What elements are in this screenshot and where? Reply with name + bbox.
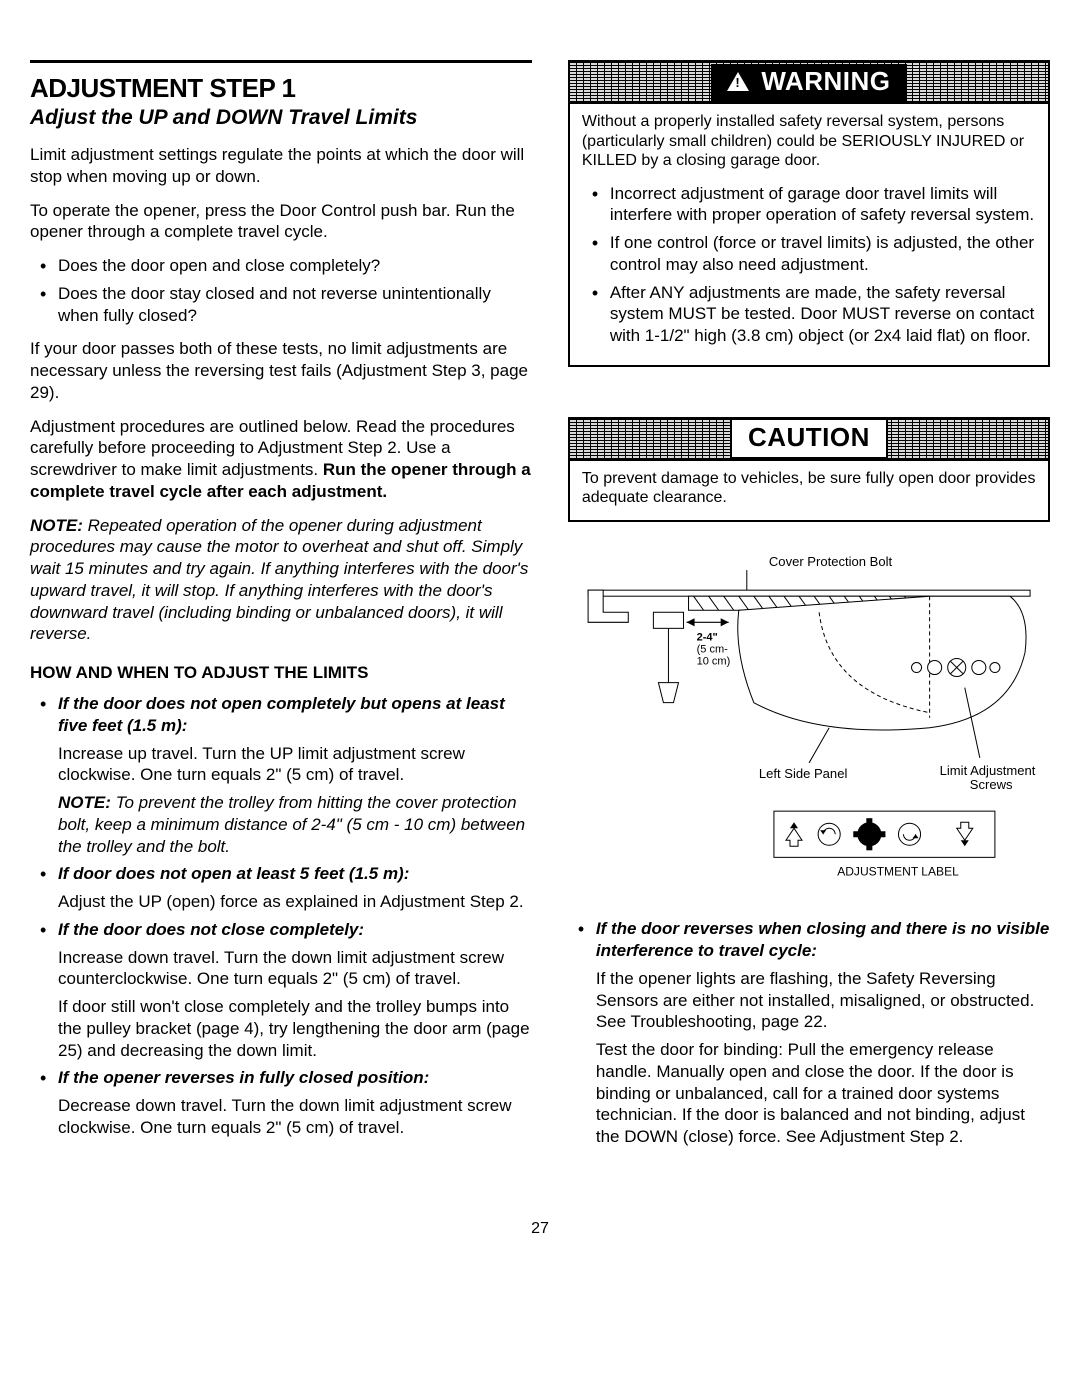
warning-item-2: If one control (force or travel limits) … xyxy=(600,232,1036,276)
caution-label: CAUTION xyxy=(748,422,870,453)
limit-5-p1: If the opener lights are flashing, the S… xyxy=(596,968,1050,1033)
diag-adj-label: ADJUSTMENT LABEL xyxy=(837,864,959,878)
page-number: 27 xyxy=(30,1220,1050,1238)
intro-para-2: To operate the opener, press the Door Co… xyxy=(30,200,532,244)
limit-1-note: NOTE: To prevent the trolley from hittin… xyxy=(58,792,532,857)
limit-4-p: Decrease down travel. Turn the down limi… xyxy=(58,1095,532,1139)
warning-banner: WARNING xyxy=(711,64,906,101)
note-label: NOTE: xyxy=(30,516,83,535)
page: ADJUSTMENT STEP 1 Adjust the UP and DOWN… xyxy=(30,60,1050,1160)
caution-box: CAUTION To prevent damage to vehicles, b… xyxy=(568,417,1050,522)
limit-2-p: Adjust the UP (open) force as explained … xyxy=(58,891,532,913)
diagram: Cover Protection Bolt xyxy=(568,552,1050,888)
warning-item-1: Incorrect adjustment of garage door trav… xyxy=(600,183,1036,227)
diag-limit-screws-label-2: Screws xyxy=(970,777,1013,792)
svg-text:2-4": 2-4" xyxy=(696,631,717,643)
limit-5-p2: Test the door for binding: Pull the emer… xyxy=(596,1039,1050,1148)
step-subtitle: Adjust the UP and DOWN Travel Limits xyxy=(30,106,532,130)
caution-banner: CAUTION xyxy=(730,418,888,459)
how-when-heading: HOW AND WHEN TO ADJUST THE LIMITS xyxy=(30,663,532,683)
limit-1-head: If the door does not open completely but… xyxy=(58,694,505,735)
warning-icon xyxy=(727,72,749,91)
caution-para: To prevent damage to vehicles, be sure f… xyxy=(582,469,1036,508)
right-column: WARNING Without a properly installed saf… xyxy=(568,60,1050,1160)
warning-label: WARNING xyxy=(761,66,890,97)
caution-header: CAUTION xyxy=(570,419,1048,461)
limit-4-head: If the opener reverses in fully closed p… xyxy=(58,1068,429,1087)
question-list: Does the door open and close completely?… xyxy=(30,255,532,326)
question-1: Does the door open and close completely? xyxy=(48,255,532,277)
limit-item-1: If the door does not open completely but… xyxy=(48,693,532,857)
diag-cover-bolt-label: Cover Protection Bolt xyxy=(769,554,893,569)
step-title: ADJUSTMENT STEP 1 xyxy=(30,73,532,104)
limit-item-4: If the opener reverses in fully closed p… xyxy=(48,1067,532,1138)
limits-list-right: If the door reverses when closing and th… xyxy=(568,918,1050,1148)
top-rule-left xyxy=(30,60,532,63)
opener-diagram-svg: Cover Protection Bolt xyxy=(568,552,1050,883)
limits-list: If the door does not open completely but… xyxy=(30,693,532,1139)
warning-header: WARNING xyxy=(570,62,1048,104)
warning-list: Incorrect adjustment of garage door trav… xyxy=(582,183,1036,347)
limit-3-p2: If door still won't close completely and… xyxy=(58,996,532,1061)
warning-body: Without a properly installed safety reve… xyxy=(570,104,1048,365)
svg-text:10 cm): 10 cm) xyxy=(696,655,730,667)
limit-item-5: If the door reverses when closing and th… xyxy=(586,918,1050,1148)
warning-para: Without a properly installed safety reve… xyxy=(582,112,1036,171)
warning-item-3: After ANY adjustments are made, the safe… xyxy=(600,282,1036,347)
diag-limit-screws-label-1: Limit Adjustment xyxy=(940,763,1036,778)
warning-box: WARNING Without a properly installed saf… xyxy=(568,60,1050,367)
limit-2-head: If door does not open at least 5 feet (1… xyxy=(58,864,409,883)
svg-text:(5 cm-: (5 cm- xyxy=(696,643,728,655)
limit-1-note-text: To prevent the trolley from hitting the … xyxy=(58,793,525,856)
limit-item-2: If door does not open at least 5 feet (1… xyxy=(48,863,532,913)
caution-body: To prevent damage to vehicles, be sure f… xyxy=(570,461,1048,520)
limit-item-3: If the door does not close completely: I… xyxy=(48,919,532,1062)
left-column: ADJUSTMENT STEP 1 Adjust the UP and DOWN… xyxy=(30,60,532,1160)
if-pass-para: If your door passes both of these tests,… xyxy=(30,338,532,403)
limit-1-note-label: NOTE: xyxy=(58,793,111,812)
limit-3-p1: Increase down travel. Turn the down limi… xyxy=(58,947,532,991)
procedure-intro: Adjustment procedures are outlined below… xyxy=(30,416,532,503)
note-1-text: Repeated operation of the opener during … xyxy=(30,516,528,644)
note-1: NOTE: Repeated operation of the opener d… xyxy=(30,515,532,646)
limit-3-head: If the door does not close completely: xyxy=(58,920,364,939)
diag-left-panel-label: Left Side Panel xyxy=(759,766,848,781)
intro-para-1: Limit adjustment settings regulate the p… xyxy=(30,144,532,188)
question-2: Does the door stay closed and not revers… xyxy=(48,283,532,327)
limit-1-p1: Increase up travel. Turn the UP limit ad… xyxy=(58,743,532,787)
limit-5-head: If the door reverses when closing and th… xyxy=(596,919,1049,960)
